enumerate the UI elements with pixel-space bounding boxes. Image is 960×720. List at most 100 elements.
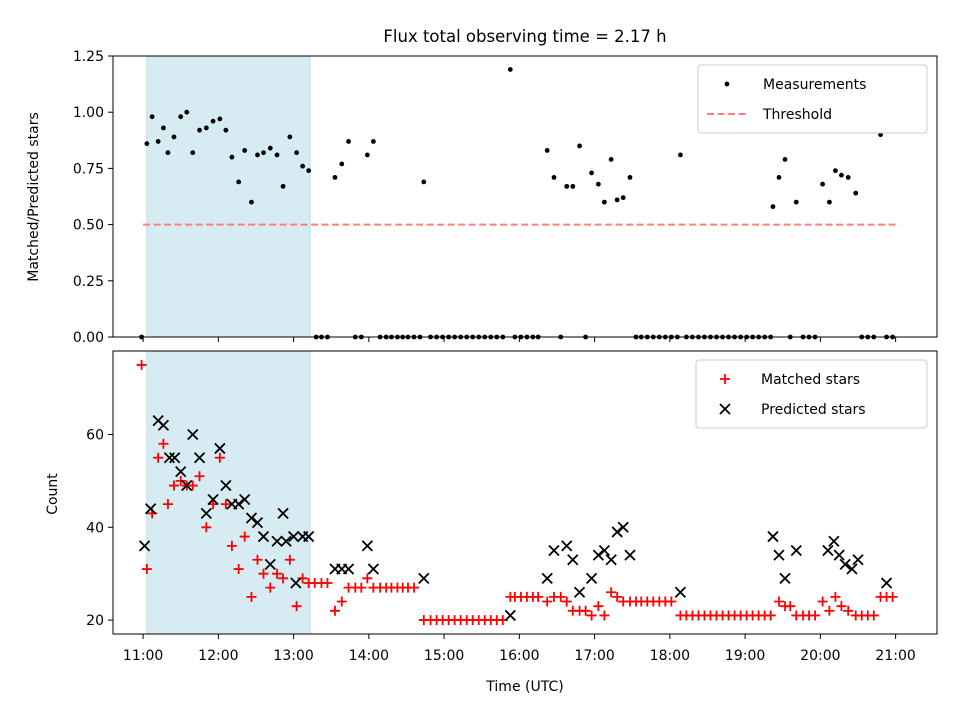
measurement-point bbox=[570, 183, 576, 189]
predicted-star-point bbox=[592, 549, 605, 561]
measurement-point bbox=[544, 148, 550, 153]
measurement-point bbox=[595, 181, 601, 187]
legend-label: Threshold bbox=[762, 107, 832, 123]
matched-star-point bbox=[765, 610, 776, 621]
matched-star-point bbox=[187, 480, 198, 491]
predicted-star-point bbox=[852, 554, 864, 566]
matched-star-point bbox=[533, 591, 544, 602]
predicted-star-point bbox=[573, 586, 586, 598]
matched-star-point bbox=[239, 531, 250, 542]
matched-star-point bbox=[153, 452, 164, 463]
measurement-point bbox=[620, 195, 626, 201]
predicted-star-point bbox=[846, 563, 858, 575]
chart-title: Flux total observing time = 2.17 h bbox=[383, 27, 666, 46]
predicted-star-point bbox=[144, 503, 157, 515]
predicted-star-point bbox=[245, 512, 258, 524]
predicted-star-point bbox=[193, 452, 206, 464]
measurement-point bbox=[300, 163, 306, 169]
matched-star-point bbox=[606, 587, 617, 598]
measurement-point bbox=[161, 125, 166, 131]
measurement-point bbox=[421, 179, 427, 185]
measurement-point bbox=[370, 139, 376, 144]
legend-dot-icon bbox=[724, 81, 730, 87]
predicted-star-point bbox=[220, 479, 232, 492]
y-tick-label: 0.50 bbox=[73, 218, 104, 234]
predicted-star-point bbox=[504, 609, 516, 622]
predicted-star-point bbox=[251, 517, 264, 529]
measurement-point bbox=[217, 116, 223, 122]
legend-box bbox=[697, 64, 928, 134]
matched-star-point bbox=[175, 475, 186, 486]
measurement-point bbox=[197, 127, 202, 133]
measurement-point bbox=[339, 161, 345, 167]
matched-star-point bbox=[208, 499, 219, 510]
measurement-point bbox=[190, 150, 196, 156]
measurement-point bbox=[833, 168, 838, 174]
matched-star-point bbox=[233, 564, 244, 575]
matched-star-point bbox=[561, 596, 572, 607]
axes-frame bbox=[112, 350, 938, 635]
predicted-star-point bbox=[839, 558, 851, 571]
matched-star-point bbox=[785, 601, 796, 612]
measurement-point bbox=[577, 143, 582, 149]
measurement-point bbox=[294, 150, 300, 156]
x-tick-label: 14:00 bbox=[349, 648, 389, 664]
matched-star-point bbox=[830, 591, 841, 602]
matched-star-point bbox=[252, 554, 263, 565]
matched-star-point bbox=[284, 554, 295, 565]
matched-star-point bbox=[201, 522, 212, 533]
measurement-point bbox=[826, 199, 832, 205]
matched-star-point bbox=[329, 605, 340, 616]
predicted-star-point bbox=[239, 493, 251, 506]
measurement-point bbox=[287, 134, 293, 140]
predicted-star-point bbox=[271, 535, 283, 547]
measurement-point bbox=[364, 152, 370, 158]
matched-star-point bbox=[226, 540, 237, 551]
matched-star-point bbox=[265, 582, 276, 593]
matched-star-point bbox=[141, 564, 152, 575]
measurement-point bbox=[178, 114, 184, 120]
matched-star-point bbox=[278, 573, 289, 584]
measurement-point bbox=[155, 139, 161, 144]
measurement-point bbox=[229, 154, 235, 160]
matched-star-point bbox=[580, 605, 591, 616]
matched-star-point bbox=[586, 610, 597, 621]
predicted-star-point bbox=[175, 465, 187, 478]
shaded-span bbox=[146, 55, 311, 338]
bottom-panel: Count Time (UTC) 20 40 60 11:00 12:00 13:00 14… bbox=[45, 350, 938, 695]
measurement-point bbox=[203, 125, 209, 131]
predicted-star-point bbox=[790, 544, 802, 557]
matched-star-point bbox=[356, 582, 367, 593]
measurement-point bbox=[820, 181, 826, 187]
y-tick-label: 0.00 bbox=[73, 330, 104, 346]
predicted-star-point bbox=[822, 544, 834, 557]
y-tick-label: 60 bbox=[86, 428, 104, 444]
measurement-point bbox=[601, 199, 607, 205]
predicted-star-point bbox=[214, 442, 226, 455]
predicted-star-point bbox=[181, 479, 193, 492]
legend-label: Measurements bbox=[763, 77, 866, 93]
legend-box bbox=[695, 359, 928, 429]
matched-star-point bbox=[593, 601, 604, 612]
measurement-point bbox=[165, 150, 171, 156]
predicted-star-point bbox=[674, 586, 687, 598]
predicted-star-point bbox=[187, 428, 199, 441]
predicted-star-point bbox=[624, 549, 636, 561]
predicted-star-point bbox=[605, 554, 617, 566]
predicted-star-point bbox=[541, 572, 553, 584]
shaded-span bbox=[146, 350, 311, 635]
measurement-point bbox=[261, 150, 266, 156]
matched-star-point bbox=[336, 596, 347, 607]
measurement-point bbox=[608, 157, 614, 162]
predicted-star-point bbox=[277, 507, 289, 520]
x-tick-label: 19:00 bbox=[725, 648, 765, 664]
measurement-point bbox=[627, 174, 633, 180]
matched-star-point bbox=[836, 601, 847, 612]
measurement-point bbox=[223, 127, 229, 133]
matched-star-point bbox=[158, 438, 169, 449]
predicted-star-point bbox=[200, 507, 212, 520]
matched-star-point bbox=[220, 499, 231, 510]
y-tick-label: 1.25 bbox=[73, 49, 104, 65]
x-axis-label: Time (UTC) bbox=[485, 679, 563, 695]
